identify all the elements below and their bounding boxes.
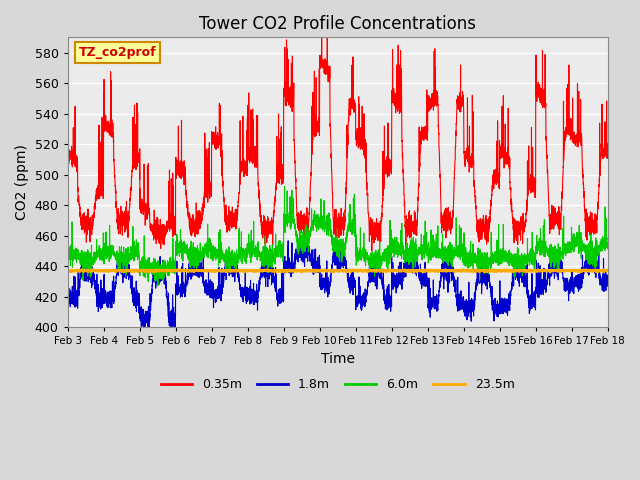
X-axis label: Time: Time — [321, 352, 355, 366]
Text: TZ_co2prof: TZ_co2prof — [78, 46, 156, 59]
Title: Tower CO2 Profile Concentrations: Tower CO2 Profile Concentrations — [199, 15, 476, 33]
Legend: 0.35m, 1.8m, 6.0m, 23.5m: 0.35m, 1.8m, 6.0m, 23.5m — [156, 373, 520, 396]
Y-axis label: CO2 (ppm): CO2 (ppm) — [15, 144, 29, 220]
